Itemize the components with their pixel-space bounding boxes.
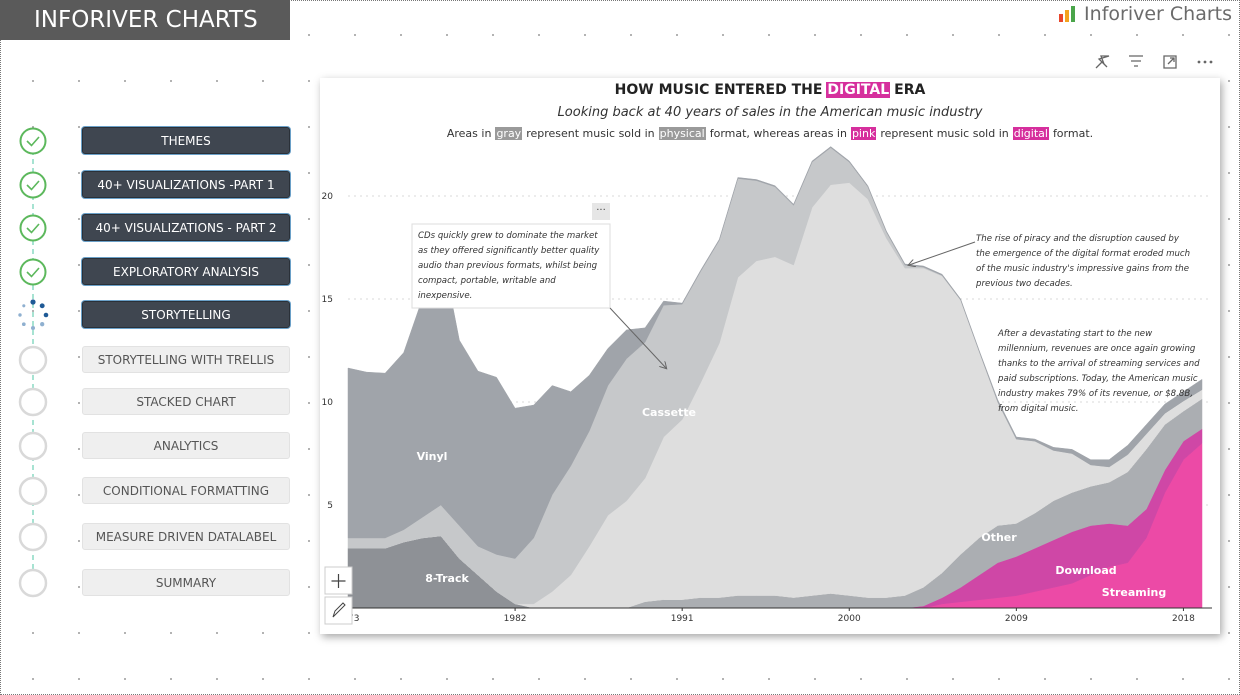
description-part: digital bbox=[1012, 127, 1049, 140]
annotation-box: ··· bbox=[411, 203, 976, 368]
done-icon bbox=[19, 127, 47, 155]
title-part: DIGITAL bbox=[826, 82, 891, 98]
x-tick-label: 2018 bbox=[1172, 614, 1195, 624]
icons bbox=[1095, 55, 1213, 69]
nav-button[interactable]: THEMES bbox=[82, 127, 290, 154]
nav-button[interactable]: STACKED CHART bbox=[82, 388, 290, 415]
series-label: 8-Track bbox=[425, 572, 469, 585]
series-label: Cassette bbox=[642, 406, 696, 419]
nav-button[interactable]: EXPLORATORY ANALYSIS bbox=[82, 258, 290, 285]
description-part: represent music sold in bbox=[880, 127, 1009, 140]
progress-dot bbox=[39, 303, 45, 309]
subtitle: Looking back at 40 years of sales in the… bbox=[557, 105, 983, 120]
todo-icon bbox=[18, 387, 48, 417]
title-part: HOW MUSIC ENTERED THE bbox=[614, 82, 823, 98]
x-tick-label: 1982 bbox=[504, 614, 527, 624]
todo-icon bbox=[18, 522, 48, 552]
svg-text:···: ··· bbox=[596, 205, 606, 216]
progress-dot bbox=[21, 322, 26, 327]
annotation: The rise of piracy and the disruption ca… bbox=[976, 234, 1191, 289]
nav-button[interactable]: 40+ VISUALIZATIONS -PART 1 bbox=[82, 171, 290, 198]
description-part: physical bbox=[658, 127, 706, 140]
nav-button[interactable]: MEASURE DRIVEN DATALABEL bbox=[82, 523, 290, 550]
series-label: Download bbox=[1055, 564, 1116, 577]
x-tick-label: 2009 bbox=[1005, 614, 1028, 624]
chart-subtitle: Looking back at 40 years of sales in the… bbox=[320, 105, 1220, 120]
todo-icon bbox=[18, 568, 48, 598]
description-part: format. bbox=[1052, 127, 1094, 140]
more-icon[interactable] bbox=[1197, 60, 1213, 64]
progress-dot bbox=[43, 312, 49, 318]
nav-button[interactable]: CONDITIONAL FORMATTING bbox=[82, 477, 290, 504]
series-label: Vinyl bbox=[417, 450, 448, 463]
description-part: Areas in bbox=[446, 127, 492, 140]
nav-button[interactable]: STORYTELLING bbox=[82, 301, 290, 328]
nav-button[interactable]: ANALYTICS bbox=[82, 432, 290, 459]
series-label: Other bbox=[981, 531, 1017, 544]
check-mark bbox=[26, 223, 40, 234]
title-part: ERA bbox=[894, 82, 926, 98]
check-mark bbox=[26, 267, 40, 278]
progress-dot bbox=[30, 299, 36, 305]
y-tick-label: 5 bbox=[327, 501, 333, 511]
pin-icon[interactable] bbox=[1095, 55, 1110, 69]
progress-dot bbox=[31, 326, 35, 330]
nav-button[interactable]: SUMMARY bbox=[82, 569, 290, 596]
brand: Inforiver Charts bbox=[1058, 3, 1232, 25]
series-label: Streaming bbox=[1102, 586, 1166, 599]
brand-logo bbox=[1059, 6, 1076, 22]
description-part: represent music sold in bbox=[526, 127, 655, 140]
brand-name: Inforiver Charts bbox=[1084, 3, 1232, 25]
y-tick-label: 15 bbox=[322, 295, 333, 305]
todo-icon bbox=[18, 345, 48, 375]
progress-dot bbox=[40, 322, 45, 327]
filter-icon[interactable] bbox=[1129, 55, 1143, 67]
todo-icon bbox=[18, 476, 48, 506]
focus-icon[interactable] bbox=[1163, 55, 1177, 69]
progress-dot bbox=[22, 304, 26, 308]
check-mark bbox=[26, 136, 40, 147]
annotation: CDs quickly grew to dominate the market … bbox=[418, 231, 600, 301]
y-tick-label: 20 bbox=[322, 192, 334, 202]
description-part: gray bbox=[495, 127, 523, 140]
todo-icon bbox=[18, 431, 48, 461]
progress-line bbox=[18, 127, 49, 598]
zoom-controls[interactable] bbox=[324, 566, 353, 625]
x-tick-label: 1991 bbox=[671, 614, 694, 624]
report-title: INFORIVER CHARTS bbox=[0, 0, 290, 40]
area bbox=[347, 146, 1203, 559]
progress-dot bbox=[18, 313, 22, 317]
nav-button[interactable]: 40+ VISUALIZATIONS - PART 2 bbox=[82, 214, 290, 241]
done-icon bbox=[19, 171, 47, 199]
y-tick-label: 10 bbox=[322, 398, 334, 408]
nav-button[interactable]: STORYTELLING WITH TRELLIS bbox=[82, 346, 290, 373]
description-part: pink bbox=[850, 127, 877, 140]
annotation: After a devastating start to the new mil… bbox=[998, 329, 1200, 414]
done-icon bbox=[19, 214, 47, 242]
x-tick-label: 2000 bbox=[838, 614, 861, 624]
chart-title: HOW MUSIC ENTERED THE DIGITAL ERA bbox=[320, 82, 1220, 98]
description-part: format, whereas areas in bbox=[709, 127, 847, 140]
done-icon bbox=[19, 258, 47, 286]
check-mark bbox=[26, 180, 40, 191]
chart-description: Areas in gray represent music sold in physi… bbox=[320, 127, 1220, 140]
